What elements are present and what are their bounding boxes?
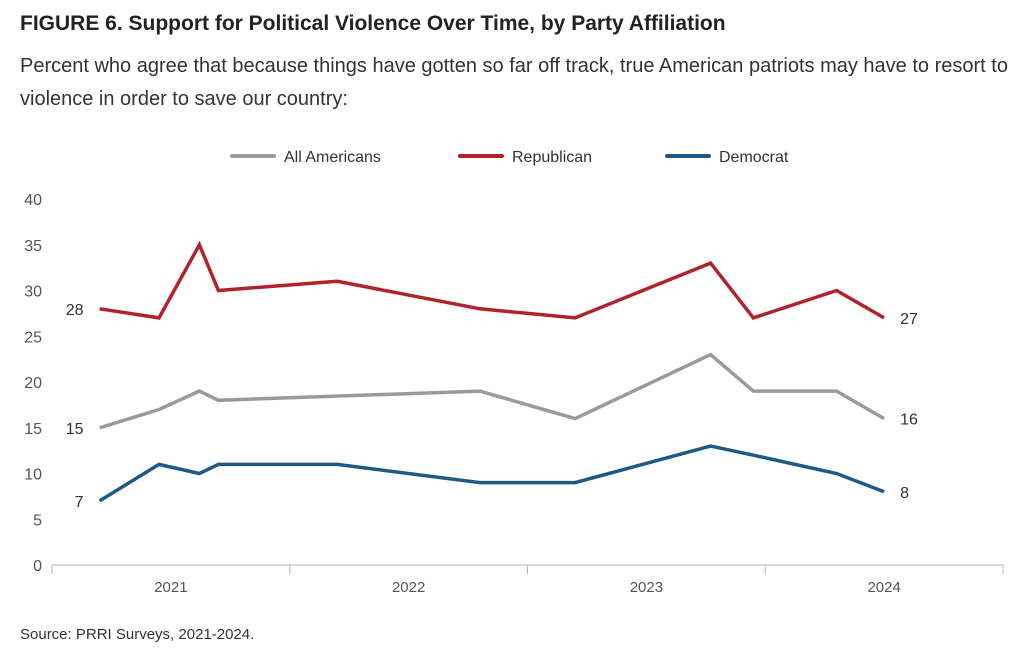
x-tick-label: 2021 — [154, 579, 187, 596]
series-line — [99, 240, 885, 320]
series-start-label: 7 — [75, 494, 84, 511]
y-tick-label: 0 — [33, 558, 42, 575]
y-tick-label: 30 — [24, 284, 42, 301]
y-tick-label: 40 — [24, 192, 42, 209]
x-tick-label: 2023 — [630, 579, 663, 596]
series-start-label: 15 — [66, 421, 84, 438]
chart-title: FIGURE 6. Support for Political Violence… — [20, 12, 726, 35]
y-axis: 0 5 10 15 20 25 30 35 40 — [24, 192, 42, 575]
series-end-label: 27 — [900, 311, 918, 328]
legend-item: All Americans — [230, 149, 381, 166]
y-tick-label: 10 — [24, 467, 42, 484]
series-line — [99, 352, 885, 430]
series-lines — [98, 240, 885, 503]
end-labels: 15 16 28 27 7 8 — [66, 302, 918, 511]
legend-item: Democrat — [665, 149, 789, 166]
legend-label: Republican — [512, 149, 592, 166]
series-start-label: 28 — [66, 302, 84, 319]
legend-item: Republican — [458, 149, 592, 166]
series-end-label: 16 — [900, 412, 918, 429]
y-tick-label: 20 — [24, 375, 42, 392]
source-note: Source: PRRI Surveys, 2021-2024. — [20, 626, 255, 643]
x-axis: 2021 2022 2023 2024 — [51, 564, 1004, 596]
series-end-label: 8 — [900, 485, 909, 502]
legend-label: All Americans — [284, 149, 381, 166]
x-tick-label: 2024 — [867, 579, 900, 596]
series-line — [98, 444, 885, 503]
y-tick-label: 25 — [24, 329, 42, 346]
chart-subtitle: Percent who agree that because things ha… — [20, 55, 1008, 110]
x-tick-label: 2022 — [392, 579, 425, 596]
legend-label: Democrat — [719, 149, 789, 166]
legend: All Americans Republican Democrat — [230, 149, 789, 166]
y-tick-label: 15 — [24, 421, 42, 438]
y-tick-label: 35 — [24, 238, 42, 255]
y-tick-label: 5 — [33, 512, 42, 529]
